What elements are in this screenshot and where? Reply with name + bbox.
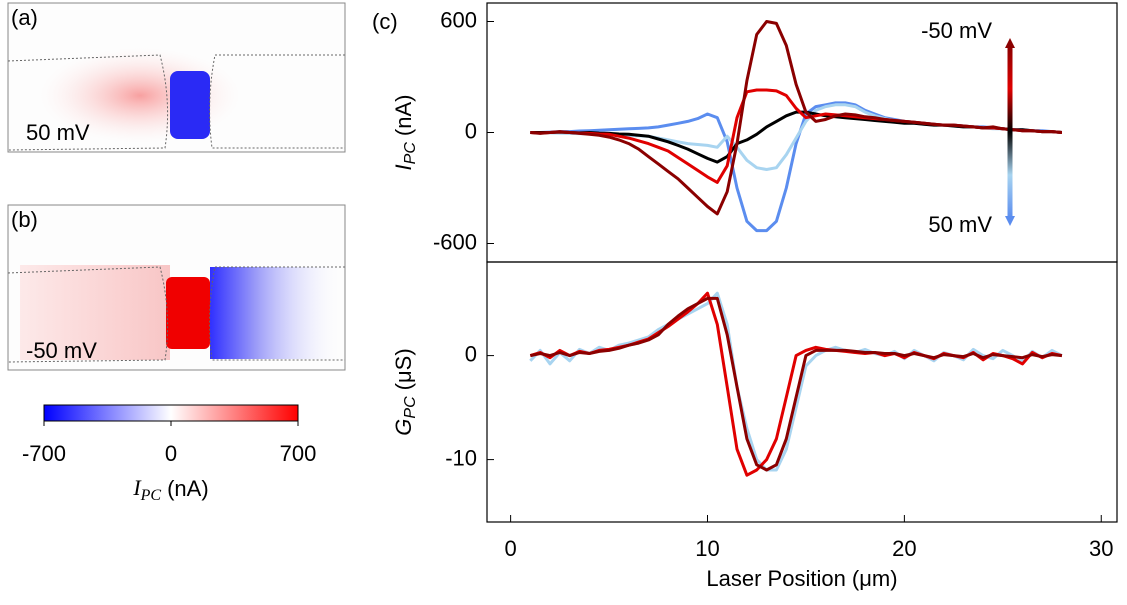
axis-label: IPC (nA) [391,95,419,171]
data-line [530,20,1063,216]
y-tick-label: 600 [440,7,477,32]
label-unit: (μS) [391,348,416,390]
x-tick-label: 20 [892,536,916,561]
plot-frame [486,261,1118,523]
colorbar-tick-label: -700 [22,441,66,466]
voltage-arrow [1007,46,1013,218]
colorbar-tick-label: 0 [165,441,177,466]
label-unit: (nA) [167,476,209,501]
axis-label: IPC (nA) [132,475,208,504]
data-line [529,291,1063,472]
panel-label: (c) [372,9,398,34]
data-line [529,291,1063,477]
axis-label: GPC (μS) [391,348,419,435]
y-tick-label: 0 [465,118,477,143]
x-tick-label: 10 [695,536,719,561]
red-core [166,277,210,349]
arrow-head [1005,216,1015,226]
y-tick-label: -600 [433,229,477,254]
label-unit: (nA) [391,95,416,137]
y-tick-label: -10 [445,445,477,470]
red-region [20,265,170,360]
x-axis-label: Laser Position (μm) [706,566,897,591]
label-subscript: PC [140,487,162,504]
x-tick-label: 0 [505,536,517,561]
blue-region [170,71,210,139]
label-subscript: PC [402,142,419,165]
label-symbol: I [132,475,142,500]
data-line [529,296,1063,472]
electrode-outline [209,266,345,361]
arrow-label: 50 mV [928,212,992,237]
label-subscript: PC [402,396,419,419]
arrow-label: -50 mV [921,18,992,43]
voltage-label: 50 mV [26,120,90,145]
blue-region [210,267,340,359]
label-symbol: G [391,419,416,436]
colorbar [43,404,299,422]
voltage-label: -50 mV [26,338,97,363]
y-tick-label: 0 [465,341,477,366]
x-tick-label: 30 [1089,536,1113,561]
panel-label: (a) [11,5,38,30]
label-symbol: I [391,164,416,170]
colorbar-tick-label: 700 [280,441,317,466]
electrode-outline [209,54,345,149]
panel-label: (b) [11,207,38,232]
arrow-head [1005,38,1015,48]
